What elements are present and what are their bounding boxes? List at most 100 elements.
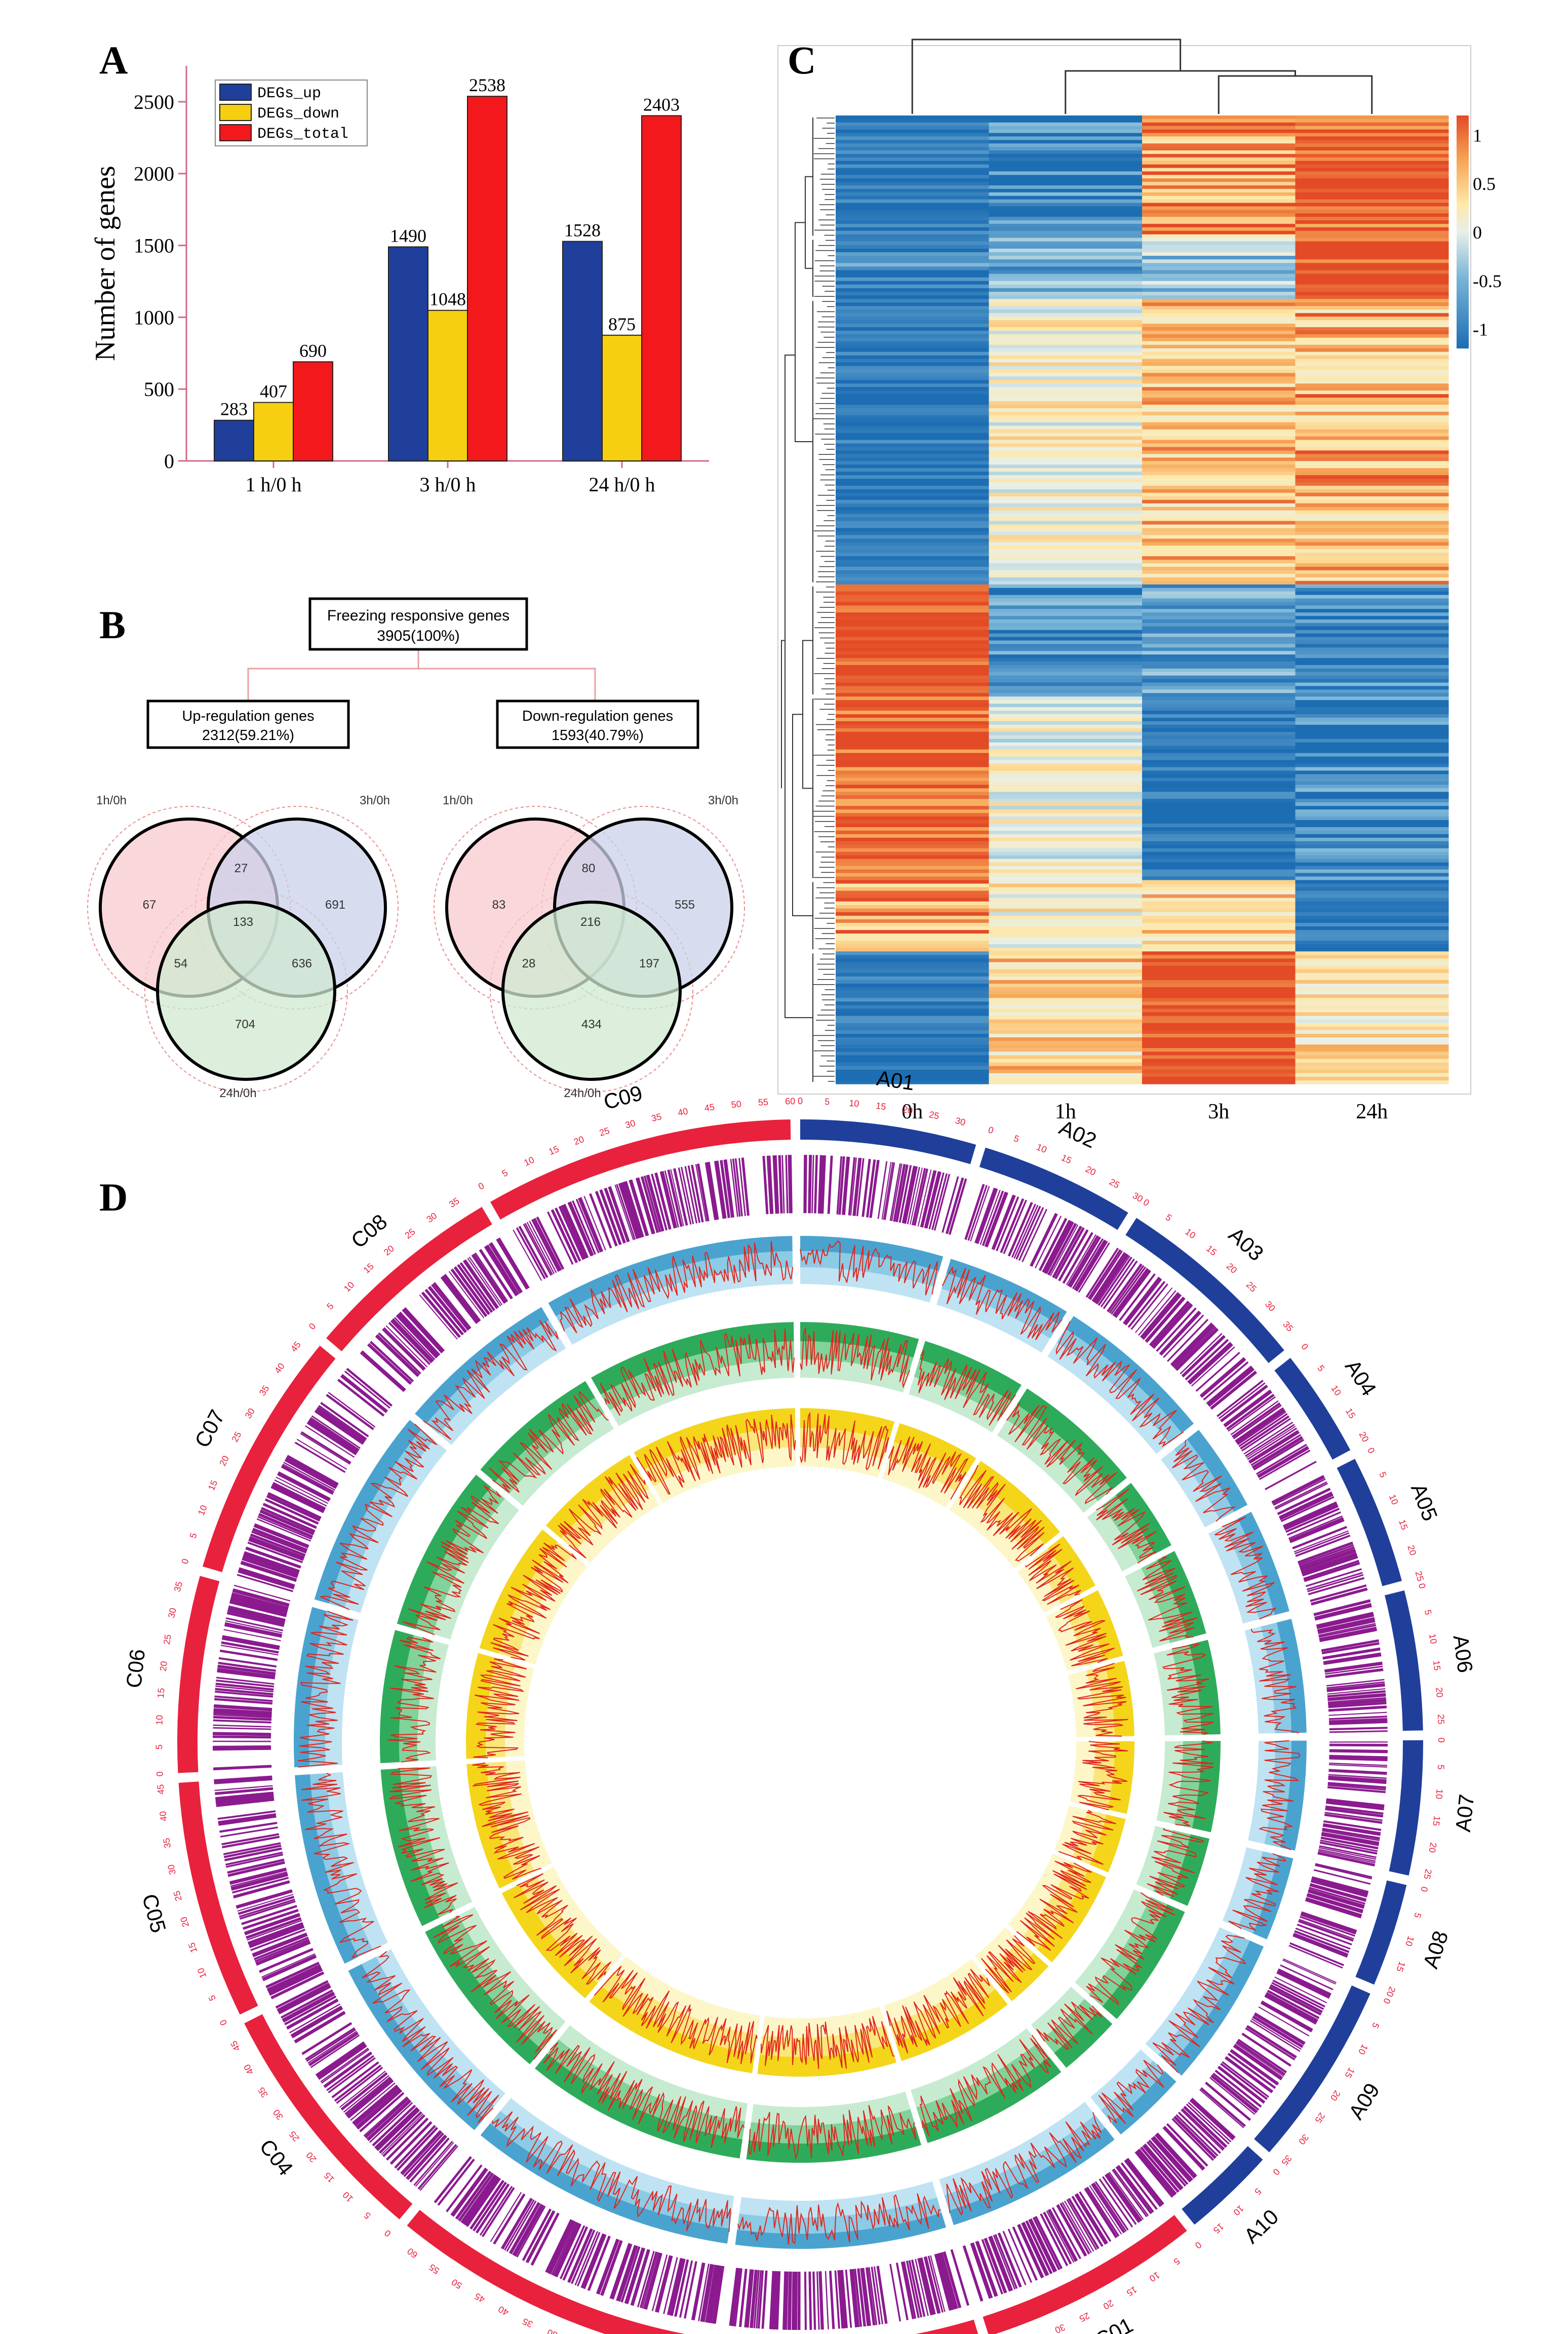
heatmap-cell <box>1142 948 1296 952</box>
heatmap-cell <box>1295 188 1449 193</box>
gene-density-background <box>1285 1863 1375 1972</box>
heatmap-cell <box>1142 912 1296 916</box>
gene-density-mark <box>228 1862 285 1877</box>
gene-density-mark <box>231 1874 288 1891</box>
heatmap-cell <box>836 1055 989 1060</box>
gene-density-mark <box>1109 2171 1144 2220</box>
heatmap-cell <box>1295 369 1449 373</box>
gene-density-mark <box>1238 2039 1287 2073</box>
heatmap-cell <box>1142 651 1296 655</box>
chromosome-position-tick: 15 <box>1344 1407 1357 1420</box>
heatmap-cell <box>836 1069 989 1074</box>
gene-density-background <box>1214 1378 1321 1496</box>
gene-density-mark <box>860 2268 870 2326</box>
gene-density-mark <box>1093 2182 1127 2232</box>
gene-density-mark <box>1076 2193 1109 2244</box>
heatmap-cell <box>1142 770 1296 775</box>
heatmap-cell <box>989 735 1143 740</box>
chromosome-position-tick: 0 <box>307 1321 318 1332</box>
heatmap-cell <box>1295 746 1449 750</box>
expression-signal <box>959 1465 1045 1562</box>
heatmap-cell <box>989 153 1143 158</box>
heatmap-cell <box>989 425 1143 430</box>
heatmap-cell <box>1295 738 1449 743</box>
gene-density-mark <box>622 1181 643 1238</box>
gene-density-mark <box>1235 2042 1284 2077</box>
gene-density-mark <box>695 1164 707 1222</box>
expression-track-band <box>1208 1526 1259 1624</box>
gene-density-mark <box>1314 1601 1371 1616</box>
heatmap-cell <box>1295 785 1449 789</box>
expression-signal <box>600 1329 795 1416</box>
heatmap-cell <box>1295 553 1449 557</box>
gene-density-mark <box>744 2269 751 2327</box>
heatmap-cell <box>989 588 1143 592</box>
chromosome-position-tick: 35 <box>650 1111 662 1123</box>
gene-density-mark <box>1091 1252 1125 1302</box>
heatmap-cell <box>989 299 1143 303</box>
gene-density-mark <box>214 1776 272 1783</box>
heatmap-cell <box>1295 398 1449 402</box>
heatmap-cell <box>1295 919 1449 923</box>
gene-density-mark <box>1106 2173 1142 2222</box>
heatmap-cell <box>989 433 1143 437</box>
gene-density-mark <box>1015 1205 1041 1260</box>
gene-density-mark <box>352 2084 398 2124</box>
heatmap-cell <box>989 1059 1143 1063</box>
gene-density-mark <box>567 2228 592 2283</box>
heatmap-cell <box>836 1037 989 1041</box>
gene-density-mark <box>1243 1421 1293 1455</box>
heatmap-cell <box>836 630 989 634</box>
heatmap-cell <box>989 580 1143 585</box>
expression-signal <box>514 1873 612 1985</box>
expression-signal <box>1006 1402 1117 1504</box>
chromosome-position-tick: 30 <box>1053 2322 1067 2334</box>
chromosome-position-tick: 5 <box>1012 1133 1021 1144</box>
gene-density-mark <box>750 2270 756 2328</box>
gene-density-mark <box>587 2236 611 2291</box>
gene-density-mark <box>714 1160 725 1219</box>
gene-density-mark <box>1170 1322 1212 1366</box>
heatmap-cell <box>989 292 1143 296</box>
venn-down-label-b: 3h/0h <box>708 794 738 807</box>
heatmap-cell <box>1295 962 1449 966</box>
heatmap-cell <box>989 359 1143 363</box>
expression-track-band <box>1054 2011 1113 2068</box>
gene-density-mark <box>935 2253 953 2311</box>
heatmap-cell <box>989 341 1143 345</box>
expression-track-band <box>1031 1987 1085 2039</box>
expression-track-band <box>884 1959 984 2024</box>
heatmap-cell <box>1295 735 1449 740</box>
gene-density-mark <box>1300 1916 1355 1937</box>
gene-density-mark <box>1240 1415 1290 1450</box>
gene-density-mark <box>218 1815 277 1826</box>
heatmap-cell <box>1295 731 1449 736</box>
heatmap-cell <box>989 535 1143 539</box>
heatmap-cell <box>989 482 1143 486</box>
heatmap-cell <box>1142 662 1296 666</box>
chromosome-label: A07 <box>1451 1793 1479 1833</box>
chromosome-position-tick: 15 <box>155 1688 166 1699</box>
heatmap-cell <box>989 679 1143 683</box>
flow-up-box: Up-regulation genes 2312(59.21%) <box>146 699 350 749</box>
gene-density-mark <box>641 2252 659 2309</box>
heatmap-cell <box>1295 150 1449 154</box>
gene-density-mark <box>1043 2211 1072 2265</box>
heatmap-cell <box>1142 898 1296 902</box>
gene-density-mark <box>620 2246 640 2303</box>
gene-density-mark <box>1262 2000 1313 2030</box>
heatmap-cell <box>1295 944 1449 948</box>
gene-density-mark <box>381 2113 424 2155</box>
gene-density-mark <box>1224 1390 1272 1427</box>
expression-track-band <box>1023 1861 1088 1950</box>
gene-density-mark <box>609 2243 630 2299</box>
gene-density-mark <box>1228 1396 1276 1432</box>
heatmap-cell <box>1142 175 1296 179</box>
heatmap-cell <box>1295 1059 1449 1063</box>
gene-density-mark <box>536 1216 565 1270</box>
bar-DEGs_up <box>388 246 428 461</box>
heatmap-cell <box>1142 711 1296 715</box>
heatmap-column-label: 24h <box>1356 1100 1388 1123</box>
heatmap-cell <box>836 563 989 567</box>
gene-density-mark <box>459 2173 494 2222</box>
